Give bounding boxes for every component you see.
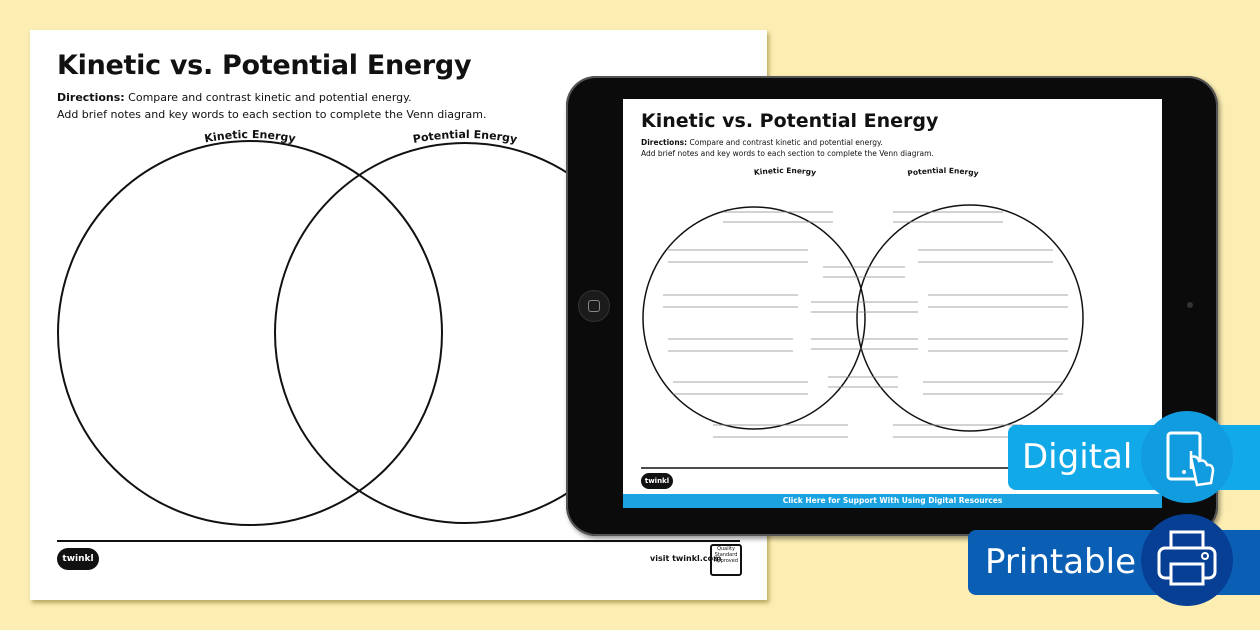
directions-line2: Add brief notes and key words to each se… bbox=[57, 108, 487, 121]
directions-line1: Compare and contrast kinetic and potenti… bbox=[124, 91, 412, 104]
directions: Directions: Compare and contrast kinetic… bbox=[57, 89, 486, 123]
twinkl-logo: twinkl bbox=[641, 473, 673, 489]
left-circle bbox=[642, 206, 866, 430]
directions-line1: Compare and contrast kinetic and potenti… bbox=[687, 138, 883, 147]
digital-badge: Digital bbox=[1008, 411, 1260, 503]
camera bbox=[1187, 302, 1193, 308]
digital-label: Digital bbox=[1022, 437, 1133, 477]
quality-badge: Quality Standard Approved bbox=[710, 544, 742, 576]
left-circle bbox=[57, 140, 443, 526]
twinkl-logo: twinkl bbox=[57, 548, 99, 570]
home-button[interactable] bbox=[578, 290, 610, 322]
directions-line2: Add brief notes and key words to each se… bbox=[641, 149, 934, 158]
printable-badge: Printable bbox=[968, 514, 1260, 606]
right-circle bbox=[856, 204, 1084, 432]
screen-title: Kinetic vs. Potential Energy bbox=[641, 110, 939, 132]
screen-venn-diagram: Kinetic Energy Potential Energy bbox=[641, 166, 1162, 469]
printer-icon bbox=[1141, 514, 1233, 606]
left-circle-label: Kinetic Energy bbox=[753, 166, 816, 177]
directions-label: Directions: bbox=[641, 138, 688, 147]
support-link[interactable]: Click Here for Support With Using Digita… bbox=[623, 494, 1162, 508]
directions-label: Directions: bbox=[57, 91, 125, 104]
right-circle-label: Potential Energy bbox=[412, 128, 518, 146]
left-circle-label: Kinetic Energy bbox=[203, 128, 296, 145]
footer-divider bbox=[57, 540, 740, 542]
worksheet-title: Kinetic vs. Potential Energy bbox=[57, 50, 472, 81]
printable-label: Printable bbox=[985, 542, 1136, 582]
screen-directions: Directions: Compare and contrast kinetic… bbox=[641, 137, 934, 159]
right-circle-label: Potential Energy bbox=[907, 166, 980, 178]
footer-link[interactable]: visit twinkl.com bbox=[650, 554, 722, 563]
tablet-touch-icon bbox=[1141, 411, 1233, 503]
